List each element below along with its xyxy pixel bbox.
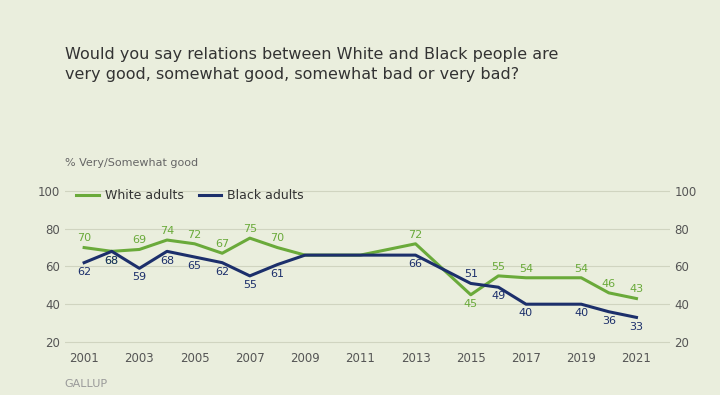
Text: 61: 61 — [271, 269, 284, 279]
Text: 55: 55 — [243, 280, 257, 290]
Legend: White adults, Black adults: White adults, Black adults — [71, 184, 309, 207]
Text: 65: 65 — [188, 261, 202, 271]
Text: 62: 62 — [77, 267, 91, 277]
Text: 54: 54 — [574, 263, 588, 274]
Text: 68: 68 — [104, 256, 119, 265]
Text: 55: 55 — [491, 262, 505, 272]
Text: 33: 33 — [629, 322, 644, 331]
Text: 69: 69 — [132, 235, 146, 245]
Text: 45: 45 — [464, 299, 478, 309]
Text: 54: 54 — [519, 263, 533, 274]
Text: 40: 40 — [519, 308, 533, 318]
Text: 70: 70 — [77, 233, 91, 243]
Text: 40: 40 — [574, 308, 588, 318]
Text: Would you say relations between White and Black people are
very good, somewhat g: Would you say relations between White an… — [65, 47, 558, 82]
Text: 49: 49 — [491, 292, 505, 301]
Text: 59: 59 — [132, 273, 146, 282]
Text: 75: 75 — [243, 224, 257, 234]
Text: 46: 46 — [602, 279, 616, 289]
Text: 62: 62 — [215, 267, 229, 277]
Text: 36: 36 — [602, 316, 616, 326]
Text: 72: 72 — [187, 229, 202, 240]
Text: 67: 67 — [215, 239, 229, 249]
Text: 72: 72 — [408, 229, 423, 240]
Text: 74: 74 — [160, 226, 174, 236]
Text: 68: 68 — [104, 256, 119, 265]
Text: 66: 66 — [408, 259, 423, 269]
Text: 51: 51 — [464, 269, 478, 279]
Text: 43: 43 — [629, 284, 644, 294]
Text: % Very/Somewhat good: % Very/Somewhat good — [65, 158, 198, 168]
Text: 70: 70 — [271, 233, 284, 243]
Text: 68: 68 — [160, 256, 174, 265]
Text: GALLUP: GALLUP — [65, 379, 108, 389]
